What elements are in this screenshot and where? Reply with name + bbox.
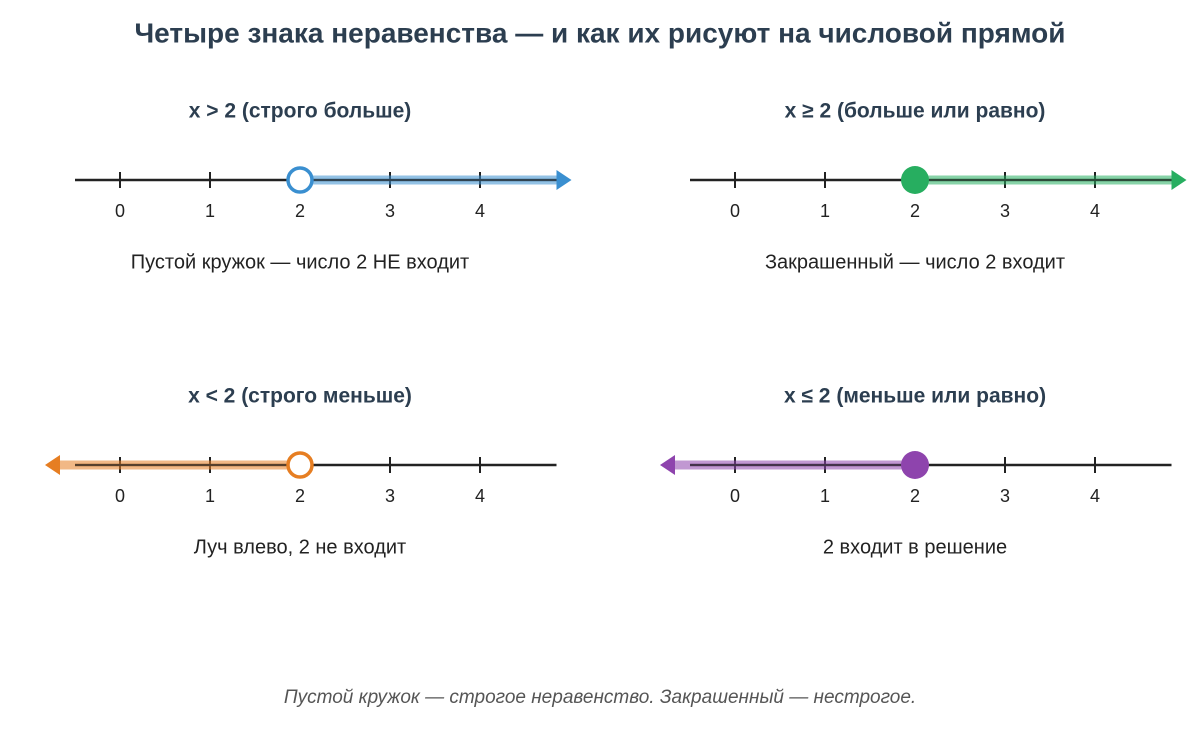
tick-label: 2 [295, 201, 305, 221]
tick-label: 1 [820, 486, 830, 506]
tick-label: 2 [910, 201, 920, 221]
tick-label: 0 [115, 201, 125, 221]
panel-caption: Пустой кружок — число 2 НЕ входит [131, 251, 469, 273]
page-title: Четыре знака неравенства — и как их рису… [135, 17, 1066, 48]
tick-label: 4 [1090, 486, 1100, 506]
tick-label: 2 [910, 486, 920, 506]
ray-arrowhead [556, 170, 572, 190]
panel-title: x ≥ 2 (больше или равно) [785, 100, 1046, 123]
tick-label: 1 [205, 486, 215, 506]
panel-caption: 2 входит в решение [823, 536, 1007, 558]
tick-label: 3 [1000, 486, 1010, 506]
closed-point [901, 451, 929, 479]
tick-label: 3 [1000, 201, 1010, 221]
ray-arrowhead [660, 455, 675, 475]
tick-label: 2 [295, 486, 305, 506]
tick-label: 3 [385, 486, 395, 506]
tick-label: 4 [475, 486, 485, 506]
ray-arrowhead [1171, 170, 1187, 190]
closed-point [901, 166, 929, 194]
panel-title: x > 2 (строго больше) [189, 100, 412, 123]
tick-label: 4 [1090, 201, 1100, 221]
tick-label: 3 [385, 201, 395, 221]
tick-label: 4 [475, 201, 485, 221]
tick-label: 0 [730, 201, 740, 221]
panel-caption: Луч влево, 2 не входит [194, 536, 406, 558]
footer-note: Пустой кружок — строгое неравенство. Зак… [284, 687, 916, 708]
tick-label: 1 [205, 201, 215, 221]
open-point [286, 451, 314, 479]
tick-label: 0 [115, 486, 125, 506]
panel-caption: Закрашенный — число 2 входит [765, 251, 1065, 273]
tick-label: 1 [820, 201, 830, 221]
panel-title: x < 2 (строго меньше) [188, 385, 412, 408]
ray-arrowhead [45, 455, 60, 475]
tick-label: 0 [730, 486, 740, 506]
panel-title: x ≤ 2 (меньше или равно) [784, 385, 1046, 408]
open-point [286, 166, 314, 194]
